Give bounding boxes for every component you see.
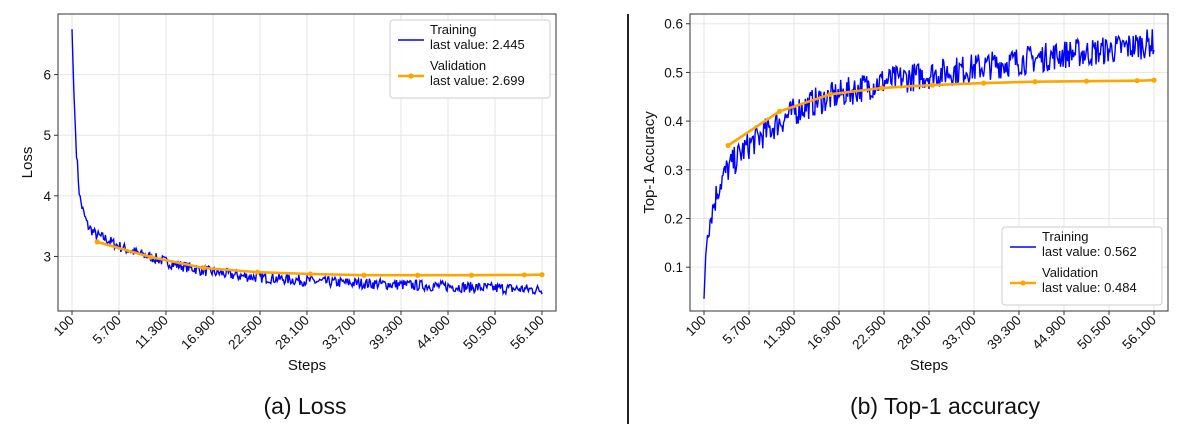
validation-point-8: [521, 272, 527, 278]
x-tick-label-0: 100: [51, 313, 78, 340]
y-tick-label-1: 4: [43, 189, 51, 204]
validation-point-4: [929, 82, 935, 88]
y-tick-label-0: 3: [43, 249, 51, 264]
series-validation-line: [96, 240, 543, 277]
x-tick-label-2: 11.300: [132, 313, 171, 352]
legend-marker-1: [408, 73, 414, 79]
y-tick-label-3: 6: [43, 68, 51, 83]
legend-box: [389, 19, 551, 99]
validation-point-1: [776, 108, 783, 114]
x-tick-label-4: 22.500: [225, 313, 265, 353]
x-tick-label-7: 39.300: [366, 313, 406, 353]
legend-name-0: Training: [1042, 229, 1088, 244]
validation-point-9: [539, 272, 545, 278]
legend-name-1: Validation: [1042, 265, 1098, 280]
x-tick-label-0: 100: [683, 313, 710, 340]
x-axis-label: Steps: [910, 357, 948, 374]
series-training-line: [703, 29, 1155, 299]
x-tick-label-2: 11.300: [760, 313, 799, 352]
validation-point-2: [201, 265, 207, 271]
legend-value-1: last value: 2.699: [430, 73, 525, 88]
validation-point-1: [148, 254, 154, 260]
x-tick-label-8: 44.900: [413, 313, 453, 353]
x-tick-label-6: 33.700: [319, 313, 359, 353]
validation-point-2: [827, 91, 833, 97]
legend-marker-1: [1020, 280, 1026, 286]
validation-point-3: [254, 269, 261, 275]
validation-point-3: [878, 85, 885, 91]
x-axis-label: Steps: [288, 357, 326, 374]
validation-point-5: [981, 80, 987, 86]
y-tick-label-2: 0.3: [664, 163, 683, 178]
y-axis-label: Loss: [19, 147, 36, 179]
validation-point-6: [415, 272, 421, 278]
legend-value-0: last value: 0.562: [1042, 244, 1137, 259]
legend-value-1: last value: 0.484: [1042, 280, 1137, 295]
validation-point-7: [1083, 78, 1090, 84]
validation-point-8: [1134, 78, 1140, 84]
legend-name-1: Validation: [430, 58, 486, 73]
panel-divider: [627, 14, 629, 424]
y-tick-label-1: 0.2: [664, 211, 683, 226]
series-validation-line: [727, 78, 1155, 147]
y-tick-label-5: 0.6: [664, 17, 683, 32]
x-tick-label-4: 22.500: [849, 313, 889, 353]
validation-point-4: [307, 271, 313, 277]
x-tick-label-3: 16.900: [804, 313, 844, 353]
y-tick-label-0: 0.1: [664, 260, 683, 275]
x-tick-label-5: 28.100: [272, 313, 312, 353]
validation-point-0: [94, 239, 100, 245]
y-axis-label: Top-1 Accuracy: [641, 111, 658, 214]
x-tick-label-3: 16.900: [178, 313, 218, 353]
x-tick-label-6: 33.700: [939, 313, 979, 353]
x-tick-label-10: 56.100: [1119, 313, 1159, 353]
x-tick-label-1: 5.700: [720, 313, 755, 348]
x-tick-label-9: 50.500: [1074, 313, 1114, 353]
validation-point-9: [1151, 77, 1157, 83]
caption-loss: (a) Loss: [263, 393, 347, 419]
legend-name-0: Training: [430, 22, 476, 37]
validation-point-7: [468, 272, 475, 278]
x-tick-label-5: 28.100: [894, 313, 934, 353]
caption-accuracy: (b) Top-1 accuracy: [849, 393, 1041, 419]
validation-point-6: [1032, 79, 1038, 85]
x-tick-label-10: 56.100: [507, 313, 547, 353]
validation-point-0: [725, 142, 731, 149]
y-tick-label-4: 0.5: [664, 65, 683, 80]
y-tick-label-3: 0.4: [664, 114, 683, 129]
loss-chart: 100 5.700 11.300 16.900 22.500 28.100 33.700 39…: [19, 13, 557, 374]
accuracy-chart: 100 5.700 11.300 16.900 22.500 28.100 33.700 39…: [641, 13, 1169, 374]
x-tick-label-7: 39.300: [984, 313, 1024, 353]
legend-box: [1001, 226, 1163, 306]
legend-value-0: last value: 2.445: [430, 37, 525, 52]
y-tick-label-2: 5: [43, 128, 51, 143]
x-tick-label-1: 5.700: [90, 313, 125, 348]
validation-point-5: [361, 272, 367, 278]
x-tick-label-9: 50.500: [460, 313, 500, 353]
x-tick-label-8: 44.900: [1029, 313, 1069, 353]
